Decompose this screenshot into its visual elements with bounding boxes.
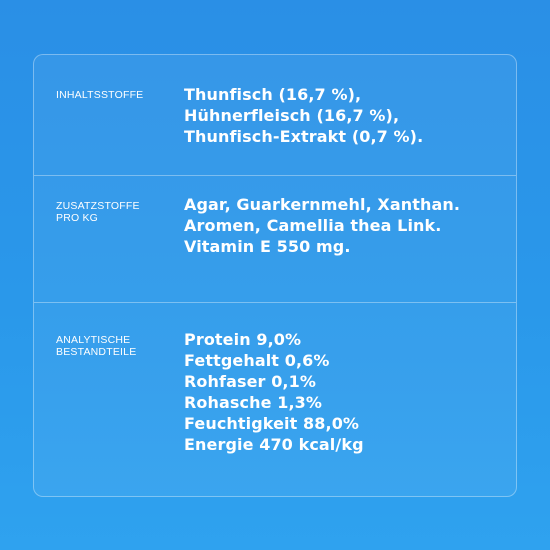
section-label-analytische-bestandteile: ANALYTISCHE BESTANDTEILE (56, 334, 136, 358)
value-line: Protein 9,0% (184, 330, 302, 349)
section-value-zusatzstoffe: Agar, Guarkernmehl, Xanthan. Aromen, Cam… (184, 194, 460, 257)
value-line: Thunfisch (16,7 %), (184, 85, 362, 104)
value-line: Fettgehalt 0,6% (184, 351, 330, 370)
section-label-inhaltsstoffe: INHALTSSTOFFE (56, 89, 143, 101)
section-value-analytische-bestandteile: Protein 9,0% Fettgehalt 0,6% Rohfaser 0,… (184, 329, 364, 455)
section-divider (34, 175, 516, 176)
section-divider (34, 302, 516, 303)
label-line: BESTANDTEILE (56, 346, 137, 358)
value-line: Aromen, Camellia thea Link. (184, 216, 442, 235)
label-line: ZUSATZSTOFFE (56, 200, 140, 212)
label-line: INHALTSSTOFFE (56, 89, 144, 101)
value-line: Rohasche 1,3% (184, 393, 322, 412)
section-value-inhaltsstoffe: Thunfisch (16,7 %), Hühnerfleisch (16,7 … (184, 84, 423, 147)
value-line: Rohfaser 0,1% (184, 372, 316, 391)
label-line: PRO KG (56, 212, 99, 224)
value-line: Feuchtigkeit 88,0% (184, 414, 360, 433)
value-line: Energie 470 kcal/kg (184, 435, 364, 454)
label-line: ANALYTISCHE (56, 334, 131, 346)
value-line: Hühnerfleisch (16,7 %), (184, 106, 400, 125)
ingredients-panel: INHALTSSTOFFE Thunfisch (16,7 %), Hühner… (33, 54, 517, 497)
value-line: Agar, Guarkernmehl, Xanthan. (184, 195, 461, 214)
section-label-zusatzstoffe: ZUSATZSTOFFE PRO KG (56, 200, 140, 224)
value-line: Vitamin E 550 mg. (184, 237, 351, 256)
value-line: Thunfisch-Extrakt (0,7 %). (184, 127, 424, 146)
